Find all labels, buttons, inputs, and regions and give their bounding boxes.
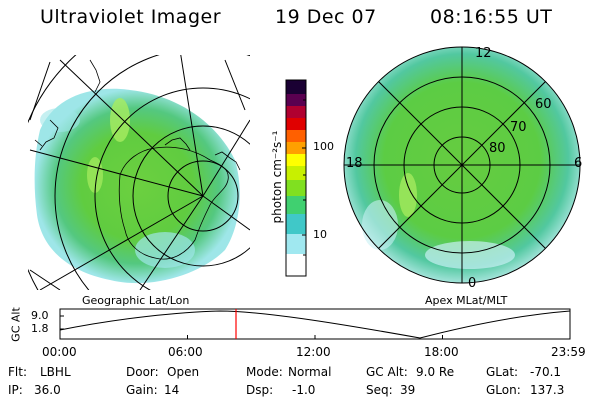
latitude-circle xyxy=(94,87,250,290)
altitude-plot xyxy=(59,308,571,340)
image-date: 19 Dec 07 xyxy=(275,6,377,28)
status-mode: Normal xyxy=(288,365,332,379)
colorbar-segment xyxy=(286,214,306,234)
latitude-circle xyxy=(167,160,239,232)
colorbar-segment xyxy=(286,166,306,180)
auroral-emission-geo xyxy=(34,88,240,284)
coastline xyxy=(164,137,241,171)
status-glon: 137.3 xyxy=(530,383,565,397)
latitude-circle xyxy=(54,55,250,290)
meridian-line xyxy=(139,195,204,290)
colorbar-segment xyxy=(286,94,306,106)
colorbar-segment xyxy=(286,130,306,142)
colorbar xyxy=(285,79,307,277)
mlt-label-6: 6 xyxy=(574,156,583,171)
time-tick-0600: 06:00 xyxy=(168,345,203,359)
projection-edge xyxy=(29,59,246,290)
time-tick-1800: 18:00 xyxy=(424,345,459,359)
emission-patch xyxy=(40,108,80,132)
mlt-label-0: 0 xyxy=(468,276,477,291)
colorbar-frame xyxy=(285,79,307,277)
colorbar-unit-label: photon cm⁻²s⁻¹ xyxy=(270,130,284,224)
emission-patch xyxy=(110,98,130,142)
coastline xyxy=(118,146,229,260)
status-ip: 36.0 xyxy=(34,383,61,397)
coastline xyxy=(34,59,101,151)
status-glat: -70.1 xyxy=(530,365,562,379)
meridian-line xyxy=(39,195,204,290)
altitude-plot-frame xyxy=(59,308,571,340)
image-time: 08:16:55 UT xyxy=(430,6,553,28)
colorbar-segment xyxy=(286,80,306,94)
altitude-ytick-9: 9.0 xyxy=(31,309,49,322)
meridian-line xyxy=(29,149,204,197)
status-key: Mode: xyxy=(246,365,283,379)
status-gain: 14 xyxy=(164,383,180,397)
polar-panel xyxy=(343,46,581,284)
colorbar-segment xyxy=(286,142,306,154)
altitude-ylabel: GC Alt xyxy=(9,307,23,342)
mlat-label-70: 70 xyxy=(510,120,527,135)
altitude-ytick-1-8: 1.8 xyxy=(31,322,49,335)
instrument-title: Ultraviolet Imager xyxy=(40,6,222,28)
emission-patch xyxy=(399,173,417,217)
colorbar-segment xyxy=(286,154,306,166)
colorbar-segment xyxy=(286,106,306,118)
latitude-circle xyxy=(132,125,250,267)
colorbar-tick-label-100: 100 xyxy=(313,140,334,153)
emission-patch xyxy=(362,200,398,250)
meridian-line xyxy=(59,59,204,197)
status-dsp: -1.0 xyxy=(292,383,316,397)
colorbar-segment xyxy=(286,234,306,254)
meridian-line xyxy=(180,55,204,197)
status-key: GLon: xyxy=(486,383,521,397)
colorbar-segment xyxy=(286,254,306,276)
emission-patch xyxy=(135,232,195,268)
time-tick-0000: 00:00 xyxy=(42,345,77,359)
colorbar-segment xyxy=(286,196,306,214)
mlt-line xyxy=(378,81,546,249)
mlt-label-12: 12 xyxy=(475,46,492,61)
geographic-panel-label: Geographic Lat/Lon xyxy=(82,294,190,307)
colorbar-segment xyxy=(286,118,306,130)
polar-panel-label: Apex MLat/MLT xyxy=(425,294,508,307)
mlat-label-80: 80 xyxy=(489,141,506,156)
status-key: Gain: xyxy=(126,383,158,397)
altitude-curve xyxy=(59,310,571,339)
emission-patch xyxy=(425,241,515,269)
status-key: IP: xyxy=(8,383,23,397)
mlat-label-60: 60 xyxy=(535,97,552,112)
status-key: GLat: xyxy=(486,365,519,379)
geographic-panel xyxy=(28,55,250,290)
status-gc-alt: 9.0 Re xyxy=(416,365,455,379)
status-key: Flt: xyxy=(8,365,27,379)
meridian-line xyxy=(202,195,250,231)
status-seq: 39 xyxy=(400,383,416,397)
colorbar-segment xyxy=(286,180,306,196)
status-key: Door: xyxy=(126,365,159,379)
time-tick-1200: 12:00 xyxy=(296,345,331,359)
status-key: Dsp: xyxy=(246,383,274,397)
meridian-line xyxy=(202,119,250,197)
status-filter: LBHL xyxy=(40,365,71,379)
status-door: Open xyxy=(167,365,200,379)
status-key: GC Alt: xyxy=(366,365,408,379)
colorbar-tick-label-10: 10 xyxy=(313,228,327,241)
status-key: Seq: xyxy=(366,383,393,397)
time-tick-2359: 23:59 xyxy=(551,345,586,359)
mlt-label-18: 18 xyxy=(346,156,363,171)
